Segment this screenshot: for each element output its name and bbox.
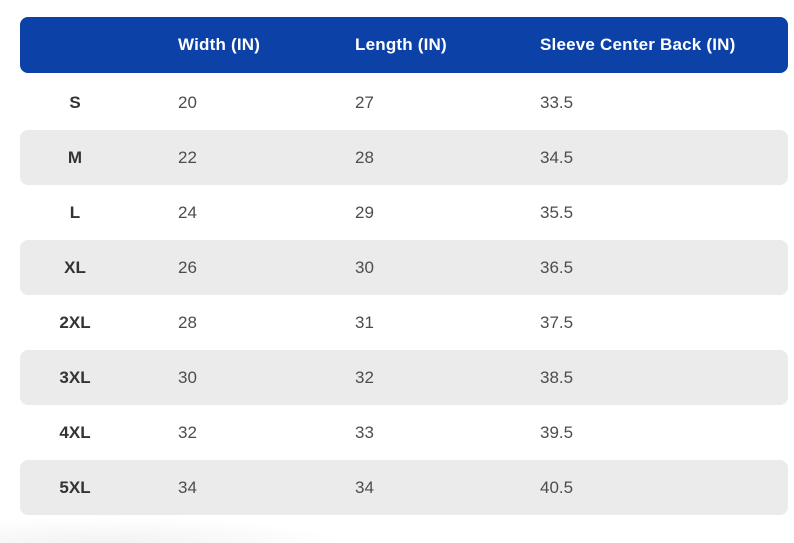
sleeve-value-cell: 36.5 [540, 257, 574, 277]
sleeve-value-cell: 34.5 [540, 147, 574, 167]
sleeve-value-cell: 33.5 [540, 92, 574, 112]
width-value-cell: 24 [178, 202, 197, 222]
width-value-cell: 34 [178, 477, 197, 497]
length-value-cell: 33 [355, 422, 374, 442]
size-label-cell: M [67, 147, 83, 167]
sleeve-value-cell: 35.5 [540, 202, 574, 222]
bottom-smudge-decoration [0, 517, 350, 543]
table-row: S 20 27 33.5 [20, 75, 788, 130]
table-row: 5XL 34 34 40.5 [20, 460, 788, 515]
sleeve-value-cell: 38.5 [540, 367, 574, 387]
length-value-cell: 27 [355, 92, 374, 112]
width-value-cell: 20 [178, 92, 197, 112]
size-label-cell: 2XL [59, 312, 91, 332]
length-value-cell: 28 [355, 147, 374, 167]
table-row: M 22 28 34.5 [20, 130, 788, 185]
table-body: S 20 27 33.5 M 22 28 34.5 L 24 29 35.5 XL 26 30 36.5 2XL… [20, 75, 788, 515]
length-value-cell: 32 [355, 367, 374, 387]
table-row: 4XL 32 33 39.5 [20, 405, 788, 460]
size-label-cell: XL [64, 257, 86, 277]
header-width-column: Width (IN) [178, 35, 261, 54]
header-sleeve-column: Sleeve Center Back (IN) [540, 35, 736, 54]
length-value-cell: 29 [355, 202, 374, 222]
length-value-cell: 34 [355, 477, 374, 497]
size-label-cell: 3XL [59, 367, 91, 387]
sleeve-value-cell: 37.5 [540, 312, 574, 332]
length-value-cell: 30 [355, 257, 374, 277]
table-row: L 24 29 35.5 [20, 185, 788, 240]
size-chart-table: Width (IN) Length (IN) Sleeve Center Bac… [20, 17, 788, 515]
width-value-cell: 32 [178, 422, 197, 442]
table-row: XL 26 30 36.5 [20, 240, 788, 295]
size-label-cell: L [69, 202, 81, 222]
sleeve-value-cell: 39.5 [540, 422, 574, 442]
width-value-cell: 30 [178, 367, 197, 387]
size-label-cell: S [69, 92, 81, 112]
size-label-cell: 5XL [59, 477, 91, 497]
width-value-cell: 28 [178, 312, 197, 332]
size-label-cell: 4XL [59, 422, 91, 442]
length-value-cell: 31 [355, 312, 374, 332]
table-row: 2XL 28 31 37.5 [20, 295, 788, 350]
sleeve-value-cell: 40.5 [540, 477, 574, 497]
header-length-column: Length (IN) [355, 35, 447, 54]
table-row: 3XL 30 32 38.5 [20, 350, 788, 405]
table-header-row: Width (IN) Length (IN) Sleeve Center Bac… [20, 17, 788, 73]
width-value-cell: 26 [178, 257, 197, 277]
width-value-cell: 22 [178, 147, 197, 167]
